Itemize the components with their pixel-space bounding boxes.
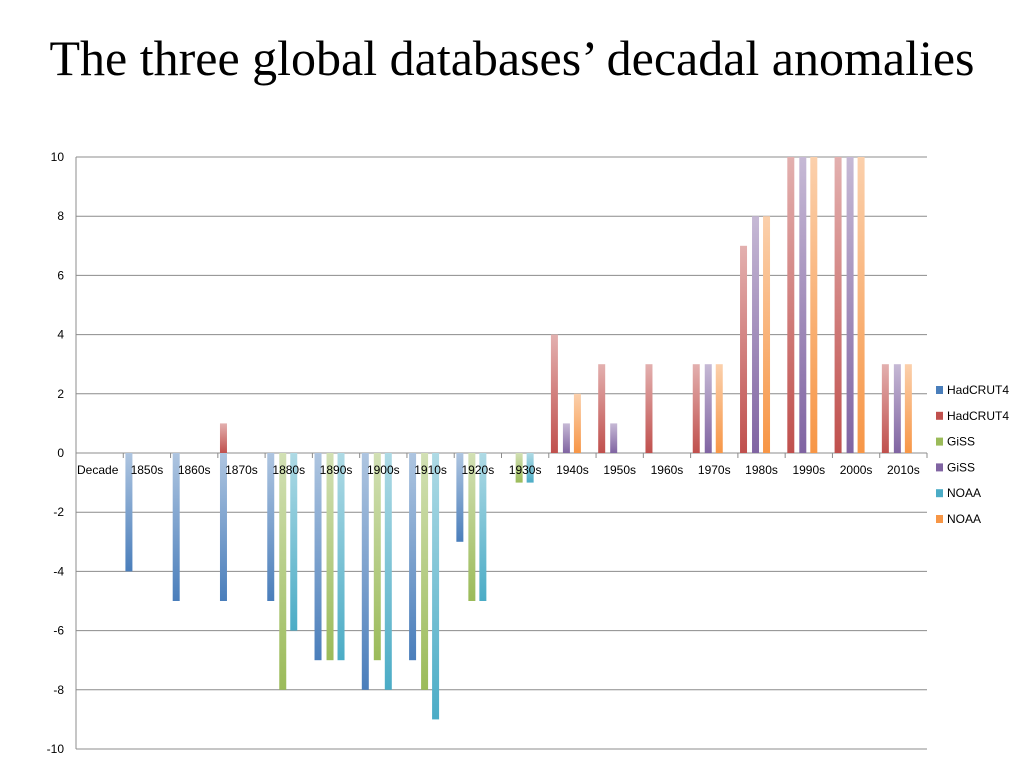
bar bbox=[752, 216, 760, 453]
bar bbox=[125, 453, 133, 572]
x-tick-label: 1920s bbox=[462, 463, 495, 477]
bar bbox=[384, 453, 392, 690]
bar bbox=[468, 453, 476, 601]
y-tick-label: 2 bbox=[57, 387, 64, 401]
legend-label: HadCRUT4 bbox=[947, 409, 1009, 423]
x-axis-tick-labels: Decade 1850s 1860s 1870s 1880s 1890s 1900s 1910… bbox=[77, 463, 920, 477]
legend-swatch bbox=[936, 463, 943, 472]
bar bbox=[219, 453, 227, 601]
bar bbox=[799, 157, 807, 453]
bar bbox=[526, 453, 534, 483]
x-tick-label: 1900s bbox=[367, 463, 400, 477]
bar bbox=[573, 393, 581, 453]
bar bbox=[893, 364, 901, 453]
x-tick-label: 1850s bbox=[131, 463, 164, 477]
bar bbox=[456, 453, 464, 542]
legend-swatch bbox=[936, 411, 943, 420]
bar bbox=[763, 216, 771, 453]
legend-swatch bbox=[936, 437, 943, 446]
x-tick-label: 1910s bbox=[414, 463, 447, 477]
chart-title: The three global databases’ decadal anom… bbox=[49, 30, 975, 86]
legend-swatch bbox=[936, 386, 943, 394]
bar bbox=[421, 453, 429, 690]
bar bbox=[337, 453, 345, 661]
bar bbox=[846, 157, 854, 453]
y-tick-label: -2 bbox=[53, 505, 64, 519]
bar bbox=[704, 364, 712, 453]
x-tick-label: 1870s bbox=[225, 463, 258, 477]
bar bbox=[172, 453, 180, 601]
x-tick-label: Decade bbox=[77, 463, 119, 477]
bar bbox=[610, 423, 618, 453]
y-tick-label: 8 bbox=[57, 209, 64, 223]
bar bbox=[373, 453, 381, 661]
legend-label: GiSS bbox=[947, 460, 975, 474]
bar bbox=[715, 364, 723, 453]
x-tick-label: 1930s bbox=[509, 463, 542, 477]
bar bbox=[550, 334, 558, 453]
bar bbox=[279, 453, 287, 690]
x-tick-label: 1970s bbox=[698, 463, 731, 477]
x-tick-label: 1950s bbox=[603, 463, 636, 477]
x-tick-label: 1880s bbox=[272, 463, 305, 477]
bar bbox=[562, 423, 570, 453]
bar bbox=[267, 453, 275, 601]
y-tick-label: -8 bbox=[53, 683, 64, 697]
bar bbox=[515, 453, 523, 483]
x-tick-label: 2010s bbox=[887, 463, 920, 477]
legend-label: GiSS bbox=[947, 435, 975, 449]
bar bbox=[787, 157, 795, 453]
bar bbox=[834, 157, 842, 453]
bars bbox=[125, 157, 912, 720]
x-tick-label: 1890s bbox=[320, 463, 353, 477]
y-tick-label: -6 bbox=[53, 624, 64, 638]
y-tick-label: -4 bbox=[53, 564, 64, 578]
y-tick-label: -10 bbox=[47, 742, 65, 756]
legend-label: NOAA bbox=[947, 512, 981, 526]
legend-label: HadCRUT4 bbox=[947, 383, 1009, 397]
x-tick-label: 1980s bbox=[745, 463, 778, 477]
legend-swatch bbox=[936, 489, 943, 498]
bar bbox=[326, 453, 334, 661]
y-tick-label: 10 bbox=[51, 150, 65, 164]
y-axis-tick-labels: -10 -8 -6 -4 -2 0 2 4 6 8 10 bbox=[47, 150, 65, 756]
bar bbox=[881, 364, 889, 453]
y-tick-label: 4 bbox=[57, 328, 64, 342]
bar bbox=[409, 453, 417, 661]
bar bbox=[290, 453, 298, 631]
legend-swatch bbox=[936, 515, 943, 523]
legend: HadCRUT4 HadCRUT4 GiSS GiSS NOAA NOAA bbox=[936, 383, 1009, 526]
bar bbox=[740, 245, 748, 453]
bar bbox=[479, 453, 487, 601]
bar bbox=[219, 423, 227, 453]
x-tick-label: 1860s bbox=[178, 463, 211, 477]
x-tick-label: 2000s bbox=[840, 463, 873, 477]
gridlines bbox=[75, 156, 928, 750]
y-tick-label: 0 bbox=[57, 446, 64, 460]
x-tick-label: 1960s bbox=[651, 463, 684, 477]
bar bbox=[598, 364, 606, 453]
legend-label: NOAA bbox=[947, 486, 981, 500]
x-tick-label: 1940s bbox=[556, 463, 589, 477]
bar bbox=[432, 453, 440, 720]
bar bbox=[314, 453, 322, 661]
bar bbox=[857, 157, 865, 453]
y-tick-label: 6 bbox=[57, 268, 64, 282]
x-tick-label: 1990s bbox=[792, 463, 825, 477]
bar bbox=[692, 364, 700, 453]
bar bbox=[361, 453, 369, 690]
bar bbox=[810, 157, 818, 453]
bar bbox=[904, 364, 912, 453]
bar bbox=[645, 364, 653, 453]
